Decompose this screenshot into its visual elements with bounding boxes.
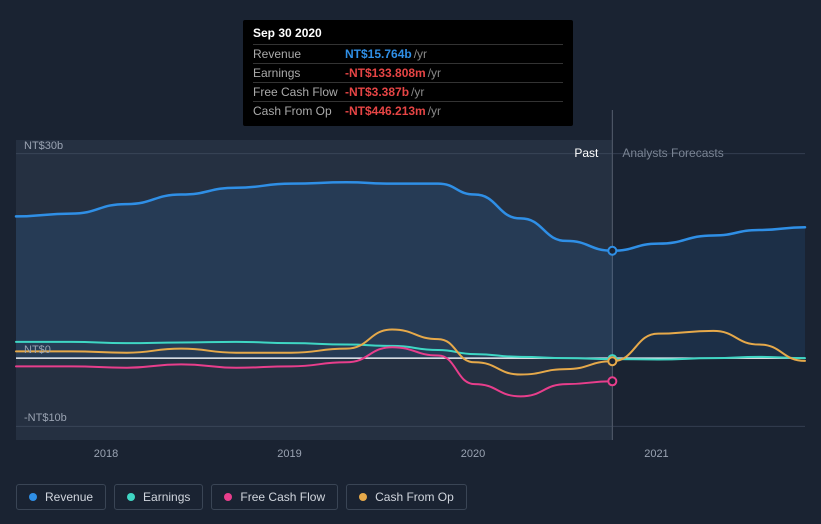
legend-label: Revenue <box>45 490 93 504</box>
legend-item[interactable]: Cash From Op <box>346 484 467 510</box>
tooltip-row: Cash From Op-NT$446.213m /yr <box>253 101 563 120</box>
tooltip-row-value: -NT$446.213m <box>345 104 426 118</box>
tooltip-row: RevenueNT$15.764b /yr <box>253 44 563 63</box>
legend-label: Free Cash Flow <box>240 490 325 504</box>
tooltip-row-suffix: /yr <box>411 85 424 99</box>
x-tick-label: 2018 <box>94 448 118 460</box>
past-section-label: Past <box>574 146 598 160</box>
tooltip-date: Sep 30 2020 <box>253 26 563 40</box>
tooltip-row-label: Free Cash Flow <box>253 85 345 99</box>
chart-tooltip: Sep 30 2020 RevenueNT$15.764b /yrEarning… <box>243 20 573 126</box>
tooltip-row-value: NT$15.764b <box>345 47 412 61</box>
tooltip-row-suffix: /yr <box>428 104 441 118</box>
tooltip-row-label: Cash From Op <box>253 104 345 118</box>
legend-item[interactable]: Revenue <box>16 484 106 510</box>
legend-dot-icon <box>224 493 232 501</box>
tooltip-row: Free Cash Flow-NT$3.387b /yr <box>253 82 563 101</box>
legend-label: Earnings <box>143 490 190 504</box>
y-tick-label: NT$0 <box>24 344 51 356</box>
x-tick-label: 2020 <box>461 448 485 460</box>
tooltip-row-suffix: /yr <box>428 66 441 80</box>
legend-dot-icon <box>359 493 367 501</box>
x-tick-label: 2021 <box>644 448 668 460</box>
legend-label: Cash From Op <box>375 490 454 504</box>
tooltip-row: Earnings-NT$133.808m /yr <box>253 63 563 82</box>
legend: Revenue Earnings Free Cash Flow Cash From O… <box>16 484 467 510</box>
legend-dot-icon <box>127 493 135 501</box>
legend-item[interactable]: Earnings <box>114 484 203 510</box>
tooltip-row-value: -NT$3.387b <box>345 85 409 99</box>
legend-dot-icon <box>29 493 37 501</box>
tooltip-row-value: -NT$133.808m <box>345 66 426 80</box>
financial-chart: Sep 30 2020 RevenueNT$15.764b /yrEarning… <box>0 0 821 524</box>
tooltip-row-label: Revenue <box>253 47 345 61</box>
y-tick-label: NT$30b <box>24 140 63 152</box>
tooltip-row-suffix: /yr <box>414 47 427 61</box>
forecast-section-label: Analysts Forecasts <box>622 146 723 160</box>
tooltip-row-label: Earnings <box>253 66 345 80</box>
x-tick-label: 2019 <box>277 448 301 460</box>
y-tick-label: -NT$10b <box>24 412 67 424</box>
legend-item[interactable]: Free Cash Flow <box>211 484 338 510</box>
